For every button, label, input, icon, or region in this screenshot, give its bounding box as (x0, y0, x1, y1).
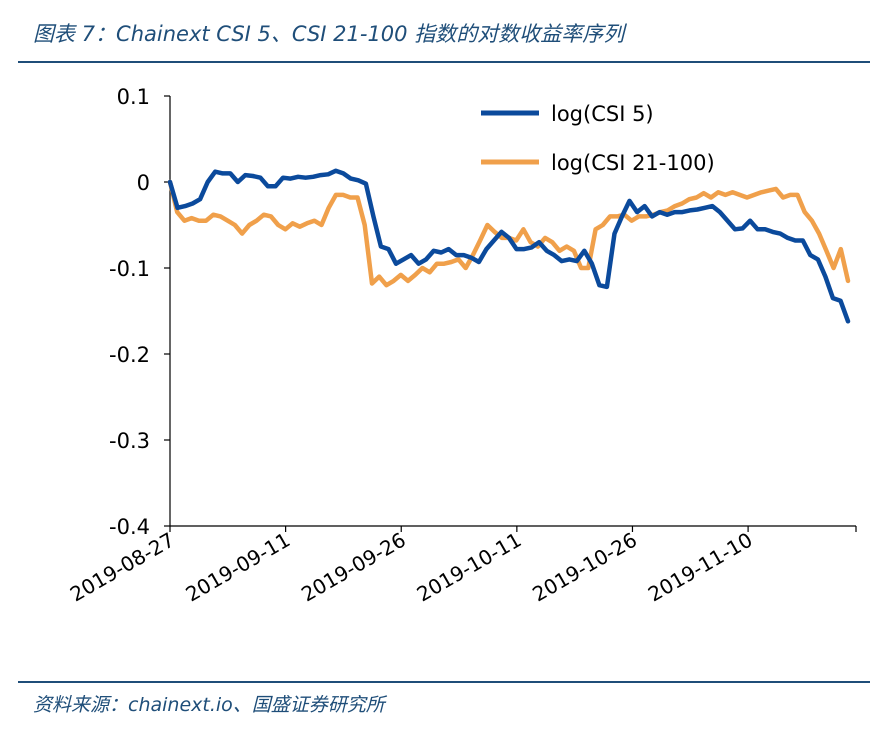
series-lines (167, 168, 851, 324)
x-tick-label: 2019-08-27 (66, 528, 179, 607)
top-divider (18, 61, 870, 63)
series-line-2 (167, 179, 851, 288)
legend-label: log(CSI 5) (551, 102, 654, 126)
y-axis: 0.1 0 -0.1 -0.2 -0.3 -0.4 (109, 85, 171, 539)
y-tick-label: -0.1 (109, 257, 150, 281)
series-line-1 (167, 168, 851, 324)
x-tick-label: 2019-11-10 (644, 528, 757, 607)
y-tick-label: -0.3 (109, 429, 150, 453)
x-tick-label: 2019-09-26 (297, 528, 410, 607)
y-tick-label: 0 (137, 171, 150, 195)
bottom-divider (18, 681, 870, 683)
x-tick-label: 2019-09-11 (181, 528, 294, 607)
y-tick-label: 0.1 (117, 85, 150, 109)
chart-title: 图表 7：Chainext CSI 5、CSI 21-100 指数的对数收益率序… (33, 22, 625, 46)
legend-label: log(CSI 21-100) (551, 151, 715, 175)
x-tick-label: 2019-10-26 (528, 528, 641, 607)
y-tick-label: -0.2 (109, 343, 150, 367)
y-tick-label: -0.4 (109, 515, 150, 539)
x-axis: 2019-08-27 2019-09-11 2019-09-26 2019-10-11… (66, 525, 857, 607)
legend: log(CSI 5) log(CSI 21-100) (481, 102, 715, 175)
source-note: 资料来源：chainext.io、国盛证券研究所 (33, 694, 385, 716)
x-tick-label: 2019-10-11 (413, 528, 526, 607)
